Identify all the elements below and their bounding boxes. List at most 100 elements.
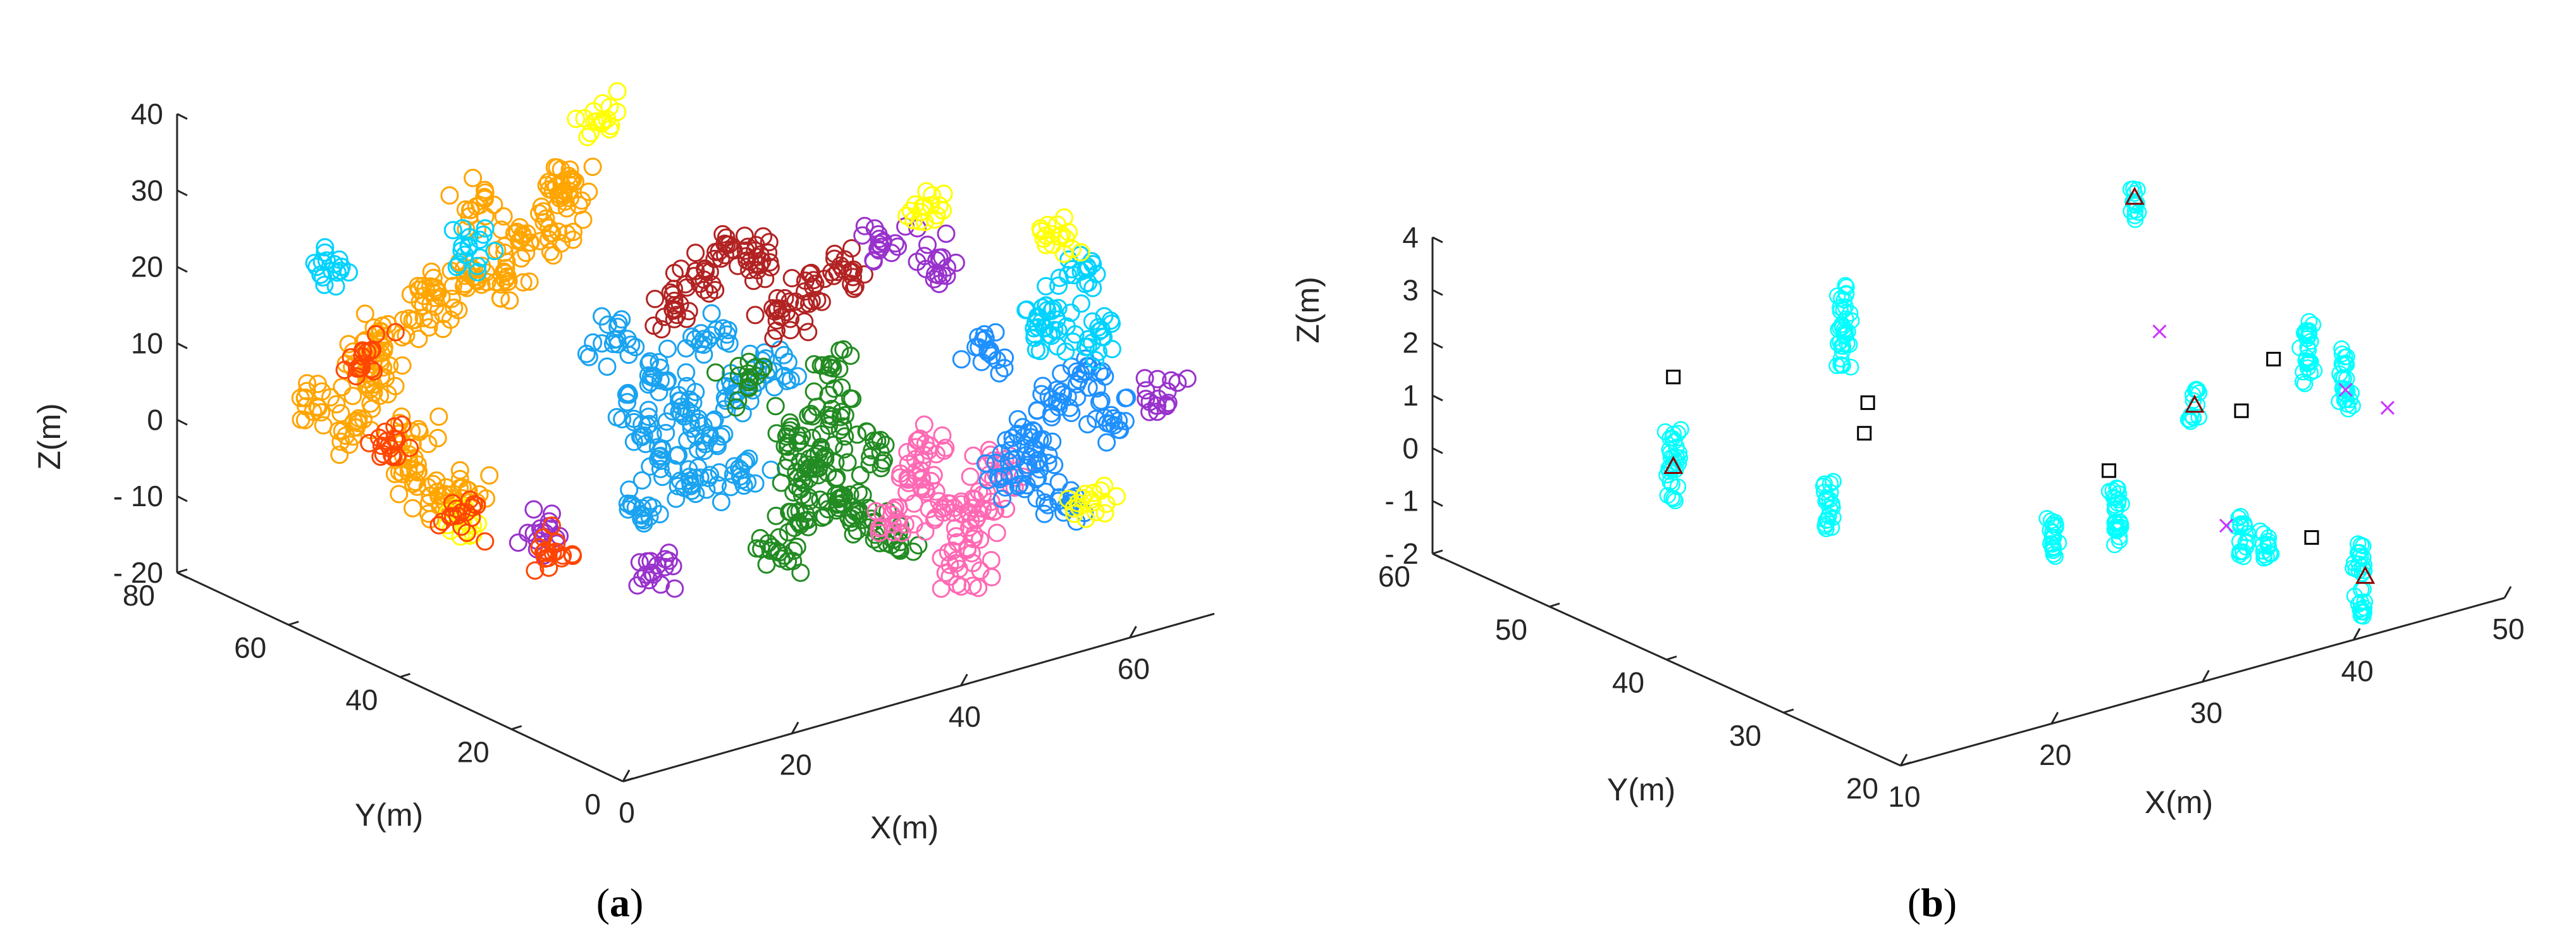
panel-a-data-point bbox=[460, 201, 479, 220]
panel-a-data-point bbox=[993, 490, 1011, 509]
panel-b-data-point bbox=[1818, 490, 1835, 507]
panel-a-data-point bbox=[819, 406, 838, 425]
panel-b-data-point bbox=[1835, 326, 1853, 344]
panel-a-data-point bbox=[453, 237, 472, 256]
panel-b-data-point bbox=[1661, 430, 1679, 447]
panel-a-data-point bbox=[665, 579, 684, 598]
panel-a-data-point bbox=[658, 339, 677, 358]
panel-a-data-point bbox=[848, 425, 866, 444]
panel-a-data-point bbox=[441, 507, 460, 526]
panel-a-data-point bbox=[331, 432, 350, 451]
panel-a-data-point bbox=[772, 473, 791, 492]
panel-a-data-point bbox=[646, 290, 665, 308]
panel-a-data-point bbox=[1107, 487, 1126, 506]
panel-a-data-point bbox=[1076, 337, 1095, 356]
panel-a-data-point bbox=[999, 452, 1018, 471]
panel-a-data-point bbox=[453, 219, 472, 238]
panel-a-data-point bbox=[1059, 223, 1078, 242]
panel-a-data-point bbox=[791, 480, 810, 499]
panel-a-data-point bbox=[912, 470, 931, 489]
panel-a-data-point bbox=[1159, 394, 1178, 413]
panel-a-data-point bbox=[665, 280, 684, 299]
panel-a-data-point bbox=[708, 437, 727, 456]
panel-a-data-point bbox=[997, 499, 1016, 518]
panel-a-data-point bbox=[634, 511, 653, 530]
panel-a-data-point bbox=[670, 402, 689, 421]
panel-b-x-tick-label: 40 bbox=[2341, 654, 2374, 687]
panel-a-data-point bbox=[531, 232, 550, 251]
panel-a-data-point bbox=[1069, 370, 1088, 389]
panel-a-data-point bbox=[1043, 235, 1062, 254]
panel-a-data-point bbox=[751, 529, 770, 548]
panel-a-data-point bbox=[822, 263, 841, 282]
panel-a-data-point bbox=[1071, 262, 1090, 281]
panel-a-data-point bbox=[927, 251, 946, 270]
panel-b-data-point bbox=[1825, 473, 1842, 490]
panel-a-z-tick bbox=[176, 571, 188, 579]
panel-a-data-point bbox=[952, 577, 971, 596]
panel-a-data-point bbox=[1095, 504, 1114, 523]
panel-b-z-tick-label: 3 bbox=[1402, 273, 1419, 306]
panel-b-data-point bbox=[1834, 338, 1852, 355]
panel-a-data-point bbox=[495, 244, 514, 262]
panel-a-data-point bbox=[696, 435, 715, 454]
panel-a-data-point bbox=[305, 254, 324, 273]
panel-a-data-point bbox=[844, 260, 863, 279]
panel-a-data-point bbox=[964, 446, 983, 465]
panel-a-data-point bbox=[706, 363, 725, 382]
panel-a-data-point bbox=[1016, 435, 1035, 454]
panel-a-data-point bbox=[708, 476, 727, 494]
panel-a-data-point bbox=[1089, 342, 1108, 361]
panel-a-z-tick bbox=[176, 266, 188, 273]
panel-a-data-point bbox=[330, 250, 348, 269]
panel-a-data-point bbox=[736, 227, 754, 245]
panel-a-data-point bbox=[765, 378, 784, 397]
panel-a-data-point bbox=[741, 371, 759, 390]
panel-a-data-point bbox=[312, 252, 331, 271]
panel-a-data-point bbox=[1028, 318, 1047, 337]
panel-a-data-point bbox=[564, 223, 583, 241]
panel-a-data-point bbox=[655, 557, 674, 576]
panel-a-data-point bbox=[669, 476, 687, 495]
panel-a-data-point bbox=[849, 483, 868, 502]
panel-a-data-point bbox=[995, 348, 1014, 367]
panel-a-data-point bbox=[1148, 370, 1167, 388]
panel-a-data-point bbox=[765, 302, 784, 321]
panel-a-data-point bbox=[781, 371, 800, 389]
panel-a-data-point bbox=[962, 544, 981, 562]
panel-a-data-point bbox=[649, 450, 667, 469]
panel-a-data-point bbox=[690, 275, 709, 294]
panel-a-data-point bbox=[841, 485, 860, 504]
panel-a-data-point bbox=[583, 158, 602, 177]
panel-a-data-point bbox=[1083, 278, 1102, 297]
panel-b-data-point bbox=[1660, 459, 1678, 477]
panel-a-z-tick bbox=[176, 418, 188, 426]
panel-b-data-point bbox=[2045, 545, 2062, 563]
panel-a-data-point bbox=[739, 237, 758, 256]
panel-a-data-point bbox=[521, 233, 539, 252]
panel-a-y-tick bbox=[288, 621, 299, 626]
panel-a-data-point bbox=[932, 499, 951, 518]
panel-a-data-point bbox=[737, 452, 756, 471]
panel-a-data-point bbox=[331, 404, 350, 423]
panel-b-x-axis-label: X(m) bbox=[2145, 785, 2213, 820]
panel-a-data-point bbox=[941, 494, 960, 513]
panel-a-data-point bbox=[918, 235, 937, 254]
panel-a-data-point bbox=[463, 498, 482, 517]
panel-a-data-point bbox=[1043, 432, 1062, 451]
panel-a-data-point bbox=[496, 271, 515, 289]
panel-a-data-point bbox=[827, 468, 846, 487]
panel-a-z-tick-label: 40 bbox=[131, 97, 163, 130]
panel-a-data-point bbox=[712, 249, 730, 268]
panel-a-data-point bbox=[1015, 427, 1034, 446]
panel-b-data-point bbox=[2190, 409, 2207, 426]
panel-a-data-point bbox=[1049, 321, 1068, 340]
panel-a-data-point bbox=[1032, 221, 1051, 240]
panel-a-data-point bbox=[892, 523, 911, 542]
panel-a-data-point bbox=[560, 160, 579, 179]
panel-a-data-point bbox=[873, 504, 892, 523]
panel-b-data-point bbox=[2105, 488, 2123, 506]
panel-a-data-point bbox=[986, 323, 1005, 342]
panel-b-data-point bbox=[2111, 532, 2128, 549]
panel-a-z-tick bbox=[176, 342, 188, 349]
